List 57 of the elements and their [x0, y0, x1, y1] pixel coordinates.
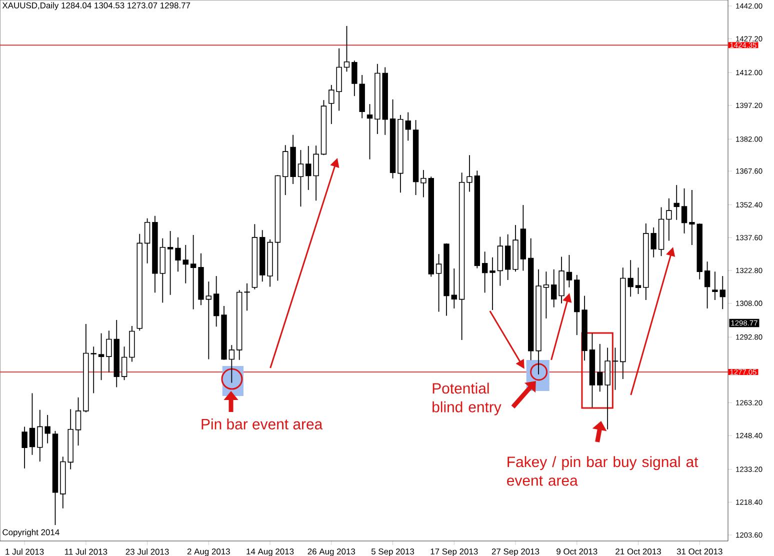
candlestick [490, 256, 496, 310]
candlestick [344, 26, 350, 72]
candlestick [712, 271, 718, 300]
x-tick-label: 23 Jul 2013 [126, 548, 169, 555]
candlestick [313, 145, 319, 202]
candlestick [244, 282, 250, 312]
candlestick [405, 112, 411, 142]
candlestick [504, 234, 511, 280]
candlestick [228, 344, 235, 384]
annotation: Potential blind entry [432, 382, 502, 416]
candlestick [666, 198, 672, 242]
candlestick [144, 218, 150, 264]
candlestick [466, 154, 472, 192]
x-tick-label: 1 Jul 2013 [6, 548, 44, 555]
candlestick [98, 332, 104, 381]
x-tick-label: 9 Oct 2013 [556, 548, 598, 554]
candlestick [121, 346, 128, 381]
candlestick [635, 267, 642, 294]
candlestick [106, 330, 112, 373]
candlestick [167, 230, 174, 296]
candlestick [720, 276, 726, 310]
candlestick [551, 268, 557, 308]
annotation: Pin bar event area [202, 418, 323, 430]
candlestick [704, 261, 710, 309]
x-tick-label: 27 Sep 2013 [492, 548, 540, 556]
annotation: Fakey / pin bar buy signal at event area [507, 456, 698, 486]
x-tick-label: 11 Jul 2013 [64, 548, 108, 555]
candlestick [298, 150, 304, 208]
candlestick [566, 254, 572, 288]
candlestick [436, 254, 442, 312]
candlestick [420, 170, 426, 198]
candlestick [689, 189, 695, 246]
candlestick [213, 276, 220, 328]
candlestick [543, 271, 550, 319]
candlestick [22, 426, 28, 469]
x-tick-label: 31 Oct 2013 [676, 548, 722, 554]
candlestick [206, 281, 212, 360]
candlestick [366, 104, 373, 160]
chart-title: XAUUSD,Daily 1284.04 1304.53 1273.07 1298.77 [2, 2, 190, 10]
candlestick [681, 188, 688, 234]
candlestick [612, 347, 618, 390]
candlestick [674, 184, 680, 220]
candlestick [482, 251, 488, 294]
candlestick [75, 396, 82, 446]
x-tick-label: 26 Aug 2013 [308, 548, 356, 556]
x-tick-label: 2 Aug 2013 [187, 548, 230, 556]
candlestick [182, 244, 189, 284]
x-tick-label: 21 Oct 2013 [616, 548, 661, 554]
candlestick [29, 392, 36, 456]
x-tick-label: 17 Sep 2013 [430, 548, 478, 556]
x-tick-label: 14 Aug 2013 [246, 548, 294, 556]
candlestick [451, 268, 457, 309]
candlestick [306, 146, 312, 190]
candlestick [190, 234, 196, 310]
candlestick [175, 236, 181, 272]
annotation: Copyright 2014 [2, 529, 60, 537]
x-tick-label: 5 Sep 2013 [371, 548, 414, 556]
